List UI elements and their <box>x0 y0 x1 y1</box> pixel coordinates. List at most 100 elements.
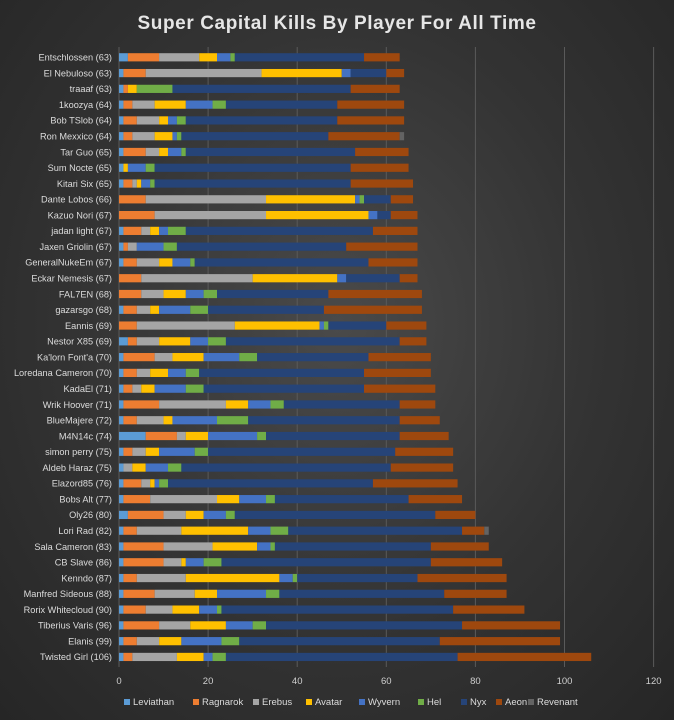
bar-segment-erebus <box>141 479 151 488</box>
bar-segment-leviathan <box>119 163 124 172</box>
x-tick-label: 40 <box>292 676 303 687</box>
bar-segment-nyx <box>217 289 329 299</box>
bar-segment-nyx <box>377 211 391 220</box>
bar-segment-erebus <box>132 447 146 456</box>
bar-segment-leviathan <box>119 400 124 409</box>
bar-segment-wyvern <box>217 53 231 62</box>
bar-segment-aeon <box>457 652 592 662</box>
bar-segment-avatar <box>150 479 155 488</box>
bar-segment-ragnarok <box>119 195 146 204</box>
bar-segment-avatar <box>159 116 169 125</box>
bar-segment-wyvern <box>248 526 271 535</box>
bar-segment-wyvern <box>159 305 191 314</box>
category-label: BlueMajere (72) <box>47 416 112 426</box>
bar-segment-erebus <box>136 526 182 535</box>
bar-segment-avatar <box>145 447 160 456</box>
bar-segment-avatar <box>159 147 169 157</box>
bar-segment-wyvern <box>208 431 258 441</box>
bar-segment-wyvern <box>172 258 191 267</box>
bar-segment-ragnarok <box>123 495 151 504</box>
bar-segment-ragnarok <box>123 447 133 456</box>
bar-segment-nyx <box>154 179 351 188</box>
bar-segment-nyx <box>185 147 356 157</box>
category-label: GeneralNukeEm (67) <box>25 258 112 268</box>
bar-segment-hel <box>221 637 240 646</box>
bar-segment-avatar <box>185 573 280 583</box>
bar-segment-aeon <box>328 289 422 299</box>
bar-segment-nyx <box>328 321 387 330</box>
bar-segment-ragnarok <box>123 353 155 362</box>
bar-segment-wyvern <box>145 463 169 472</box>
bar-segment-aeon <box>399 274 418 283</box>
bar-segment-wyvern <box>225 621 253 630</box>
bar-segment-erebus <box>136 573 186 583</box>
legend-label: Aeon <box>505 697 527 708</box>
bar-segment-avatar <box>185 431 209 441</box>
bar-segment-aeon <box>390 211 418 220</box>
bar-segment-aeon <box>390 195 414 204</box>
bar-segment-nyx <box>239 637 440 646</box>
bar-segment-avatar <box>150 368 169 377</box>
category-label: Aldeb Haraz (75) <box>43 463 112 473</box>
bar-segment-hel <box>163 242 177 251</box>
bar-segment-wyvern <box>203 652 213 662</box>
bar-segment-leviathan <box>119 479 124 488</box>
bar-segment-nyx <box>168 479 373 488</box>
bar-segment-avatar <box>159 337 191 346</box>
legend-swatch <box>528 699 534 705</box>
bar-segment-nyx <box>185 226 373 235</box>
bar-segment-avatar <box>163 289 186 299</box>
bar-segment-hel <box>208 337 226 346</box>
bar-segment-nyx <box>274 495 409 504</box>
bar-segment-ragnarok <box>127 53 160 62</box>
bar-segment-aeon <box>386 68 405 78</box>
bar-segment-wyvern <box>279 573 293 583</box>
bar-segment-ragnarok <box>123 226 142 235</box>
bar-segment-wyvern <box>257 542 271 551</box>
bar-segment-avatar <box>141 384 155 393</box>
x-tick-label: 100 <box>557 676 573 687</box>
bar-segment-aeon <box>364 384 436 393</box>
bar-segment-avatar <box>266 195 356 204</box>
bar-segment-erebus <box>136 337 160 346</box>
bar-segment-hel <box>292 573 298 583</box>
category-label: Jaxen Griolin (67) <box>39 242 112 252</box>
bar-segment-avatar <box>159 258 173 267</box>
bar-segment-nyx <box>221 605 454 614</box>
bar-segment-hel <box>203 558 222 567</box>
bar-segment-nyx <box>274 542 431 551</box>
bar-segment-erebus <box>176 431 186 441</box>
bar-segment-hel <box>168 463 182 472</box>
bar-segment-nyx <box>172 84 351 93</box>
bar-segment-erebus <box>136 258 160 267</box>
category-label: Bob TSlob (64) <box>50 116 112 126</box>
bar-segment-nyx <box>185 116 338 125</box>
bar-segment-avatar <box>172 353 204 362</box>
bar-segment-leviathan <box>119 258 124 267</box>
category-label: Bobs Alt (77) <box>59 494 112 504</box>
bar-segment-hel <box>270 400 284 409</box>
bar-segment-leviathan <box>119 226 124 235</box>
bar-segment-ragnarok <box>127 337 137 346</box>
category-label: Wrik Hoover (71) <box>43 400 112 410</box>
bar-segment-hel <box>194 447 209 456</box>
bar-segment-avatar <box>132 463 146 472</box>
bar-segment-nyx <box>346 274 400 283</box>
category-label: M4N14c (74) <box>59 431 112 441</box>
bar-segment-hel <box>257 431 267 441</box>
bar-segment-avatar <box>163 416 173 425</box>
legend-label: Wyvern <box>368 697 400 708</box>
bar-segment-avatar <box>266 211 369 220</box>
bar-segment-ragnarok <box>119 321 137 330</box>
bar-segment-avatar <box>136 179 142 188</box>
bar-segment-ragnarok <box>123 479 142 488</box>
bar-segment-aeon <box>399 431 449 441</box>
legend-swatch <box>418 699 424 705</box>
category-label: Elazord85 (76) <box>52 479 112 489</box>
category-label: Manfred Sideous (88) <box>24 589 112 599</box>
bar-segment-hel <box>266 495 275 504</box>
bar-segment-ragnarok <box>123 305 137 314</box>
bar-segment-leviathan <box>119 621 124 630</box>
legend-swatch <box>306 699 312 705</box>
bar-segment-leviathan <box>119 558 124 567</box>
